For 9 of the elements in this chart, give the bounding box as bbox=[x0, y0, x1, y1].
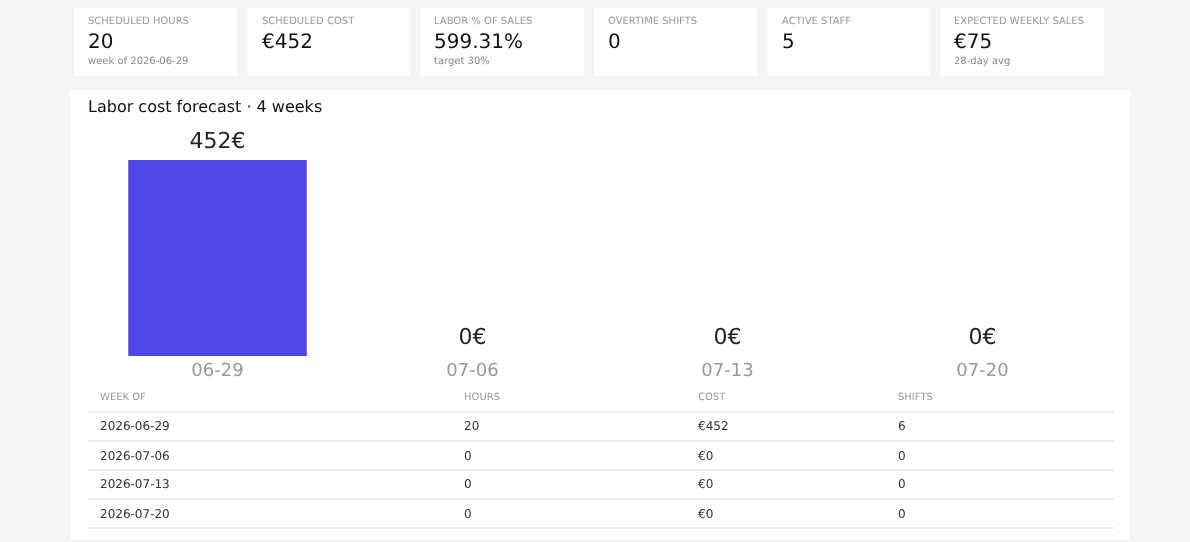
x-tick-label: 07-20 bbox=[956, 362, 1010, 382]
data-label: 0€ bbox=[458, 324, 487, 350]
x-tick-label: 07-06 bbox=[446, 362, 500, 382]
data-label: 0€ bbox=[713, 324, 742, 350]
data-label: 452€ bbox=[189, 128, 246, 154]
x-tick-label: 06-29 bbox=[191, 362, 245, 382]
data-label: 0€ bbox=[968, 324, 997, 350]
x-tick-label: 07-13 bbox=[701, 362, 754, 382]
chart-title: Labor cost forecast · 4 weeks bbox=[88, 98, 323, 116]
